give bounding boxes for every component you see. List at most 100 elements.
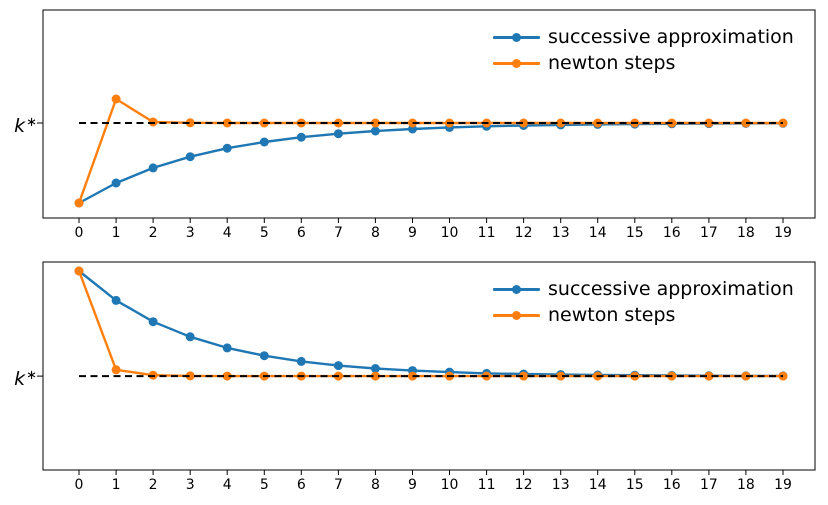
series-line-newton-steps [77, 97, 783, 204]
data-point-newton-steps [111, 365, 121, 375]
data-point-newton-steps [222, 371, 232, 381]
data-point-successive-approximation [148, 317, 158, 327]
x-tick-label: 0 [75, 477, 84, 493]
chart-bottom: 0 1 2 3 4 5 6 7 8 9 10 11 12 13 14 15 16 17 18 19 k∗ succes… [0, 252, 828, 505]
data-point-successive-approximation [185, 332, 195, 342]
series-line-successive-approximation [78, 122, 784, 205]
x-tick-label: 18 [737, 225, 755, 241]
legend-item-newton-steps: newton steps [493, 303, 794, 330]
x-tick-label: 17 [700, 225, 718, 241]
data-point-newton-steps [741, 371, 751, 381]
legend-item-successive-approximation: successive approximation [493, 24, 794, 51]
x-tick-label: 12 [515, 477, 533, 493]
x-tick-label: 16 [663, 225, 681, 241]
x-tick-label: 14 [589, 477, 607, 493]
data-point-successive-approximation [111, 295, 121, 305]
legend: successive approximation newton steps [493, 24, 794, 77]
x-tick-label: 1 [112, 477, 121, 493]
data-point-newton-steps [370, 118, 380, 128]
x-tick-label: 4 [223, 477, 232, 493]
x-tick-label: 5 [260, 477, 269, 493]
legend-label: successive approximation [548, 25, 794, 48]
data-point-newton-steps [74, 266, 84, 276]
plot-area-bottom: 0 1 2 3 4 5 6 7 8 9 10 11 12 13 14 15 16 17 18 19 [37, 261, 816, 493]
legend-marker-icon [512, 284, 521, 294]
data-point-successive-approximation [222, 343, 232, 353]
x-tick-label: 3 [186, 225, 195, 241]
data-point-successive-approximation [333, 361, 343, 371]
plot-area-top: 0 1 2 3 4 5 6 7 8 9 10 11 12 13 14 15 16 17 18 19 [37, 9, 816, 241]
x-tick-label: 10 [441, 477, 459, 493]
legend-sample-blue [493, 32, 540, 42]
data-point-newton-steps [519, 118, 529, 128]
data-point-newton-steps [556, 118, 566, 128]
data-point-newton-steps [185, 371, 195, 381]
data-point-successive-approximation [296, 132, 306, 142]
x-tick-label: 9 [408, 477, 417, 493]
data-point-successive-approximation [333, 129, 343, 139]
data-point-successive-approximation [222, 143, 232, 153]
y-axis-label: k∗ [0, 363, 37, 390]
data-point-newton-steps [556, 371, 566, 381]
legend-sample-orange [493, 311, 540, 321]
data-point-newton-steps [519, 371, 529, 381]
chart-top: 0 1 2 3 4 5 6 7 8 9 10 11 12 13 14 15 16 17 18 19 k∗ succes… [0, 0, 828, 252]
legend-label: newton steps [548, 52, 676, 75]
axes-border [42, 261, 816, 471]
x-tick-label: 4 [223, 225, 232, 241]
x-tick-label: 1 [112, 225, 121, 241]
x-tick-label: 15 [626, 225, 644, 241]
x-tick-label: 6 [297, 477, 306, 493]
data-point-successive-approximation [185, 152, 195, 162]
data-point-newton-steps [704, 118, 714, 128]
x-tick-label: 15 [626, 477, 644, 493]
kstar-label-sup: ∗ [26, 115, 37, 130]
data-point-successive-approximation [148, 163, 158, 173]
x-tick-label: 2 [149, 225, 158, 241]
x-tick-label: 8 [371, 477, 380, 493]
x-tick-label: 19 [774, 225, 792, 241]
legend-marker-icon [512, 59, 521, 69]
x-tick-label: 17 [700, 477, 718, 493]
data-point-newton-steps [704, 371, 714, 381]
data-point-newton-steps [74, 198, 84, 208]
legend-sample-orange [493, 59, 540, 69]
x-tick-label: 0 [75, 225, 84, 241]
data-point-newton-steps [185, 118, 195, 128]
x-tick-label: 18 [737, 477, 755, 493]
kstar-label-base: k [14, 115, 26, 137]
x-tick-label: 19 [774, 477, 792, 493]
data-point-newton-steps [370, 371, 380, 381]
legend: successive approximation newton steps [493, 276, 794, 329]
legend-item-successive-approximation: successive approximation [493, 276, 794, 303]
data-point-newton-steps [222, 118, 232, 128]
legend-item-newton-steps: newton steps [493, 51, 794, 78]
x-tick-label: 2 [149, 477, 158, 493]
x-tick-label: 13 [552, 225, 570, 241]
x-tick-label: 5 [260, 225, 269, 241]
kstar-label-sup: ∗ [26, 368, 37, 383]
x-tick-label: 3 [186, 477, 195, 493]
data-point-newton-steps [111, 94, 121, 104]
legend-sample-blue [493, 284, 540, 294]
x-tick-label: 12 [515, 225, 533, 241]
data-point-newton-steps [741, 118, 751, 128]
data-point-successive-approximation [259, 351, 269, 361]
data-point-successive-approximation [259, 137, 269, 147]
axes-border [42, 9, 816, 219]
data-point-successive-approximation [370, 126, 380, 136]
legend-marker-icon [512, 311, 521, 321]
data-point-successive-approximation [296, 356, 306, 366]
x-tick-label: 11 [478, 477, 496, 493]
x-tick-label: 11 [478, 225, 496, 241]
x-tick-label: 6 [297, 225, 306, 241]
y-axis-label: k∗ [0, 110, 37, 137]
x-tick-label: 16 [663, 477, 681, 493]
legend-label: successive approximation [548, 277, 794, 300]
kstar-label-base: k [14, 368, 26, 390]
legend-marker-icon [512, 32, 521, 42]
x-tick-label: 9 [408, 225, 417, 241]
x-tick-label: 13 [552, 477, 570, 493]
x-tick-label: 10 [441, 225, 459, 241]
